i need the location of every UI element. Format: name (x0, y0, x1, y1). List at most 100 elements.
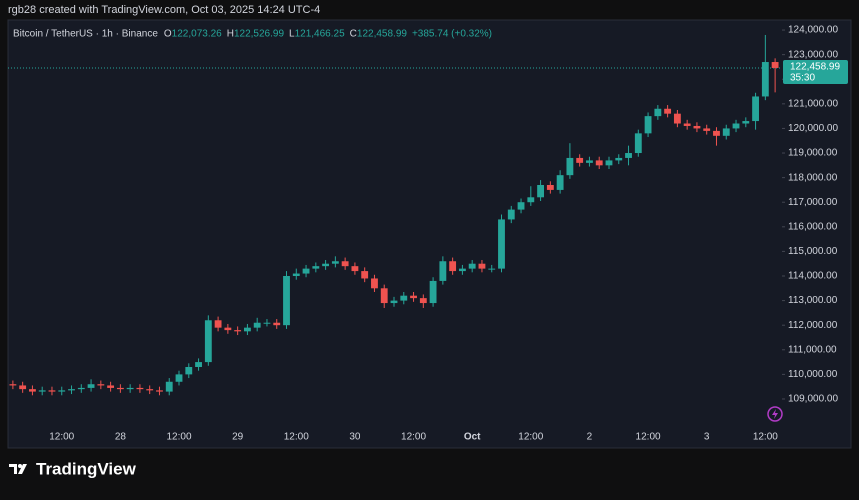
candle-body (654, 108, 662, 117)
candle-body (234, 330, 242, 332)
x-tick-label: 12:00 (49, 432, 74, 443)
candle-body (351, 266, 359, 272)
x-tick-label: 29 (232, 432, 244, 443)
candle-body (615, 157, 623, 161)
candle-body (449, 261, 457, 272)
candle-body (429, 280, 437, 304)
candle-body (586, 160, 593, 163)
candle-body (19, 385, 27, 390)
y-tick-label: 116,000.00 (788, 221, 838, 232)
candle-body (58, 390, 66, 392)
legend-key: L (289, 29, 295, 40)
x-tick-label: Oct (464, 432, 481, 443)
candle-body (673, 113, 681, 124)
candle-body (136, 387, 144, 390)
candle-body (390, 300, 398, 304)
candle-body (243, 327, 251, 332)
candle-body (576, 157, 584, 163)
brand-logo (9, 464, 27, 474)
legend-key: O (164, 29, 172, 40)
candle-body (771, 62, 779, 68)
candle-body (175, 374, 183, 382)
y-tick-label: 111,000.00 (788, 344, 837, 355)
candle-body (507, 209, 515, 220)
y-tick-label: 117,000.00 (788, 197, 838, 208)
lightning-icon (767, 406, 783, 422)
candle-body (156, 390, 163, 392)
x-tick-label: 12:00 (636, 432, 661, 443)
candle-body (458, 268, 466, 272)
legend-key: H (227, 29, 234, 40)
candle-body (498, 219, 505, 269)
chart-title: Bitcoin / TetherUS · 1h · Binance (13, 29, 158, 40)
candle-body (703, 128, 711, 131)
candle-body (752, 96, 759, 122)
x-tick-label: 28 (115, 432, 127, 443)
candle-body (732, 123, 740, 129)
x-tick-label: 12:00 (284, 432, 309, 443)
candle-body (761, 62, 769, 97)
candle-body (517, 202, 525, 210)
x-tick-label: 2 (587, 432, 593, 443)
candle-body (341, 261, 349, 267)
candle-body (283, 276, 290, 326)
candle-body (97, 384, 105, 386)
brand-name: TradingView (36, 459, 137, 478)
candle-body (87, 384, 95, 388)
candle-body (263, 322, 271, 324)
candle-body (742, 121, 750, 124)
legend-value: 122,526.99 (234, 29, 284, 40)
candle-body (77, 387, 85, 390)
candle-body (546, 185, 554, 190)
candle-body (9, 384, 17, 386)
candle-body (185, 367, 193, 375)
y-tick-label: 121,000.00 (788, 98, 838, 109)
candle-body (214, 320, 222, 328)
y-tick-label: 115,000.00 (788, 246, 838, 257)
last-price-badge (783, 59, 848, 84)
legend-value: 122,073.26 (172, 29, 222, 40)
candle-body (722, 128, 730, 136)
legend-value: 122,458.99 (357, 29, 407, 40)
y-tick-label: 120,000.00 (788, 123, 838, 134)
candle-body (224, 327, 232, 331)
candle-body (38, 390, 46, 392)
candle-body (605, 160, 613, 166)
x-tick-label: 3 (704, 432, 710, 443)
y-tick-label: 124,000.00 (788, 25, 838, 36)
candle-body (693, 125, 701, 129)
candle-body (625, 153, 632, 158)
y-tick-label: 110,000.00 (788, 369, 838, 380)
y-tick-label: 113,000.00 (788, 295, 838, 306)
y-tick-label: 112,000.00 (788, 320, 838, 331)
candle-body (195, 362, 202, 368)
candle-body (292, 273, 300, 277)
chart-panel (7, 19, 852, 449)
candle-body (566, 157, 574, 176)
y-tick-label: 119,000.00 (788, 148, 838, 159)
candle-body (419, 298, 427, 304)
candle-body (29, 389, 36, 392)
last-price-label: 122,458.99 (790, 62, 840, 73)
x-tick-label: 30 (349, 432, 361, 443)
attribution: rgb28 created with TradingView.com, Oct … (8, 4, 320, 16)
x-tick-label: 12:00 (166, 432, 191, 443)
legend-value: 121,466.25 (295, 29, 345, 40)
candle-body (595, 160, 603, 166)
candle-body (527, 197, 535, 203)
candle-body (68, 389, 75, 391)
candle-body (537, 185, 545, 198)
candle-body (410, 295, 417, 299)
candle-body (116, 387, 124, 390)
y-tick-label: 109,000.00 (788, 394, 838, 405)
candle-body (556, 175, 564, 190)
candle-body (634, 133, 642, 154)
candle-body (488, 268, 496, 270)
y-tick-label: 114,000.00 (788, 271, 838, 282)
candle-body (322, 263, 330, 267)
x-tick-label: 12:00 (518, 432, 543, 443)
countdown: 35:30 (790, 73, 815, 84)
candle-body (468, 263, 476, 269)
x-tick-label: 12:00 (753, 432, 778, 443)
